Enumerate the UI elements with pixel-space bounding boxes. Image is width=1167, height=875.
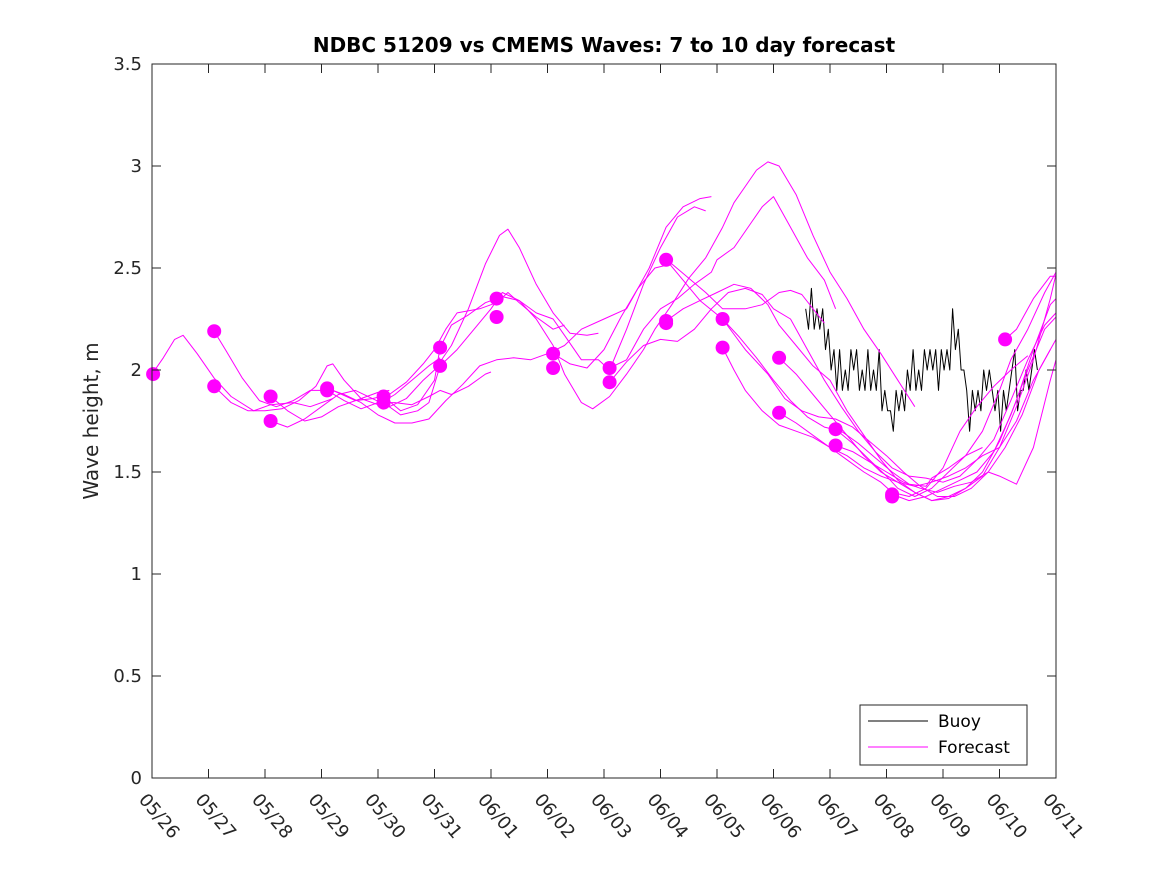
forecast-marker-6 <box>320 383 335 398</box>
forecast-line-9 <box>383 161 916 416</box>
plot-area <box>152 64 1056 778</box>
forecast-line-3 <box>213 357 441 412</box>
forecast-marker-22 <box>772 350 787 365</box>
forecast-marker-14 <box>546 361 561 375</box>
forecast-marker-0 <box>146 367 161 382</box>
forecast-marker-28 <box>998 332 1013 347</box>
legend-label-forecast: Forecast <box>938 738 1010 758</box>
forecast-marker-17 <box>659 252 674 267</box>
forecast-line-22 <box>1004 275 1056 340</box>
forecast-marker-11 <box>489 291 504 306</box>
legend: Buoy Forecast <box>859 704 1028 766</box>
forecast-marker-15 <box>602 361 617 375</box>
forecast-marker-25 <box>828 438 843 453</box>
legend-box <box>859 704 1028 766</box>
forecast-marker-23 <box>772 405 787 420</box>
forecast-marker-16 <box>602 375 617 390</box>
y-axis-label: Wave height, m <box>79 342 103 499</box>
forecast-line-5 <box>270 228 599 428</box>
forecast-markers <box>146 252 1013 504</box>
forecast-marker-27 <box>885 489 900 504</box>
y-tick-label-1: 0.5 <box>113 666 142 687</box>
forecast-line-18 <box>778 355 1029 497</box>
forecast-line-10 <box>552 263 825 369</box>
forecast-line-21 <box>891 316 1057 502</box>
y-tick-label-0: 0 <box>131 768 142 789</box>
forecast-marker-8 <box>376 395 391 410</box>
y-tick-label-2: 1 <box>131 564 142 585</box>
y-tick-label-7: 3.5 <box>113 54 142 75</box>
forecast-marker-24 <box>828 422 843 437</box>
forecast-line-19 <box>835 428 983 497</box>
forecast-marker-2 <box>207 324 222 339</box>
forecast-marker-12 <box>489 310 504 324</box>
forecast-marker-13 <box>546 346 561 361</box>
forecast-marker-19 <box>659 316 674 331</box>
forecast-line-4 <box>270 292 565 422</box>
legend-label-buoy: Buoy <box>938 712 981 732</box>
y-tick-label-5: 2.5 <box>113 258 142 279</box>
forecast-line-2 <box>213 330 390 408</box>
y-tick-label-4: 2 <box>131 360 142 381</box>
forecast-marker-10 <box>433 358 448 373</box>
forecast-line-12 <box>609 196 837 369</box>
forecast-marker-1 <box>207 379 222 394</box>
buoy-line <box>805 287 1038 432</box>
chart-title: NDBC 51209 vs CMEMS Waves: 7 to 10 day f… <box>313 33 896 57</box>
forecast-line-20 <box>835 359 1057 493</box>
forecast-line-6 <box>326 196 712 424</box>
forecast-marker-3 <box>263 389 278 404</box>
forecast-marker-21 <box>715 340 730 355</box>
forecast-line-11 <box>609 287 1057 483</box>
y-tick-label-6: 3 <box>131 156 142 177</box>
forecast-line-1 <box>151 334 333 412</box>
forecast-marker-20 <box>715 312 730 326</box>
forecast-marker-4 <box>263 414 278 428</box>
forecast-marker-9 <box>433 340 448 355</box>
forecast-line-13 <box>665 259 1057 497</box>
y-tick-label-3: 1.5 <box>113 462 142 483</box>
